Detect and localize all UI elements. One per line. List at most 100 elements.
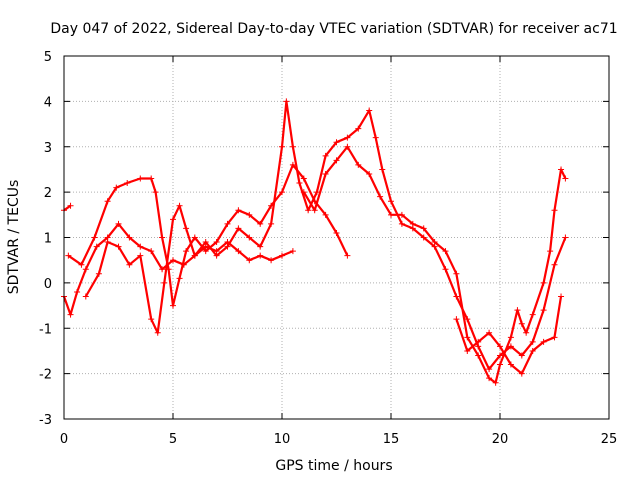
data-point <box>388 211 394 218</box>
data-point <box>540 307 547 314</box>
data-point <box>104 198 111 205</box>
data-points <box>61 98 569 386</box>
data-point <box>93 243 100 250</box>
data-point <box>224 220 231 227</box>
data-point <box>170 257 176 264</box>
data-point <box>176 275 183 282</box>
chart-title: Day 047 of 2022, Sidereal Day-to-day VTE… <box>50 21 617 37</box>
data-point <box>540 279 547 286</box>
data-point <box>300 175 307 182</box>
x-tick-label: 25 <box>601 432 618 447</box>
data-point <box>344 134 351 141</box>
x-tick-label: 20 <box>492 432 509 447</box>
data-point <box>464 347 471 354</box>
data-point <box>115 243 122 250</box>
y-tick-label: 3 <box>44 141 52 156</box>
data-point <box>257 252 264 259</box>
data-point <box>91 234 98 241</box>
data-point <box>355 125 362 132</box>
x-tick-label: 15 <box>383 432 400 447</box>
x-tick-label: 5 <box>169 432 177 447</box>
data-point <box>475 352 482 359</box>
series-trace-f <box>453 293 565 377</box>
data-point <box>547 248 554 255</box>
y-axis-label: SDTVAR / TECUs <box>6 180 22 295</box>
data-point <box>322 170 329 177</box>
data-point <box>305 207 312 214</box>
x-tick-label: 10 <box>274 432 291 447</box>
data-point <box>159 234 166 241</box>
data-point <box>191 252 198 259</box>
data-point <box>159 266 166 273</box>
data-point <box>379 166 386 173</box>
data-point <box>289 248 296 255</box>
data-point <box>333 157 340 164</box>
data-point <box>246 234 253 241</box>
data-point <box>311 207 318 214</box>
data-point <box>67 311 74 318</box>
data-point <box>283 98 290 105</box>
data-point <box>322 211 329 218</box>
data-point <box>464 334 471 341</box>
y-tick-label: 5 <box>44 50 52 65</box>
data-point <box>398 211 405 218</box>
data-point <box>453 316 460 323</box>
y-tick-label: 1 <box>44 232 52 247</box>
data-point <box>137 252 144 259</box>
data-point <box>235 248 242 255</box>
data-point <box>183 225 190 232</box>
data-point <box>279 252 285 259</box>
data-point <box>409 220 416 227</box>
data-point <box>398 220 405 227</box>
data-point <box>551 207 558 214</box>
data-point <box>514 307 521 314</box>
data-point <box>486 375 493 382</box>
data-point <box>562 234 569 241</box>
data-point <box>246 257 253 264</box>
data-point <box>497 352 503 359</box>
data-point <box>529 338 536 345</box>
data-point <box>551 334 558 341</box>
data-point <box>518 370 525 377</box>
data-point <box>137 175 144 182</box>
data-point <box>492 379 499 386</box>
data-point <box>279 189 285 196</box>
data-point <box>213 239 220 246</box>
data-point <box>74 288 81 295</box>
data-point <box>497 361 503 368</box>
data-point <box>268 220 275 227</box>
data-point <box>137 243 144 250</box>
data-point <box>366 107 373 114</box>
data-point <box>431 239 438 246</box>
data-point <box>154 329 161 336</box>
data-point <box>562 175 569 182</box>
data-point <box>213 252 220 259</box>
data-point <box>377 193 384 200</box>
data-point <box>224 243 231 250</box>
data-point <box>475 338 482 345</box>
data-point <box>183 248 190 255</box>
data-point <box>126 234 133 241</box>
data-point <box>344 143 351 150</box>
y-tick-label: 0 <box>44 277 52 292</box>
data-point <box>388 198 394 205</box>
data-point <box>518 352 525 359</box>
data-point <box>551 261 558 268</box>
data-point <box>191 234 198 241</box>
data-point <box>235 225 242 232</box>
y-tick-label: 2 <box>44 186 52 201</box>
x-axis-label: GPS time / hours <box>275 458 392 474</box>
data-point <box>257 243 264 250</box>
data-point <box>333 139 340 146</box>
data-point <box>453 270 460 277</box>
data-point <box>507 361 514 368</box>
data-point <box>296 180 303 187</box>
data-point <box>289 143 296 150</box>
data-point <box>104 239 111 246</box>
data-point <box>322 152 329 159</box>
series-trace-e <box>300 143 569 386</box>
data-point <box>161 279 168 286</box>
data-point <box>170 216 176 223</box>
data-point <box>442 248 449 255</box>
data-point <box>558 166 565 173</box>
